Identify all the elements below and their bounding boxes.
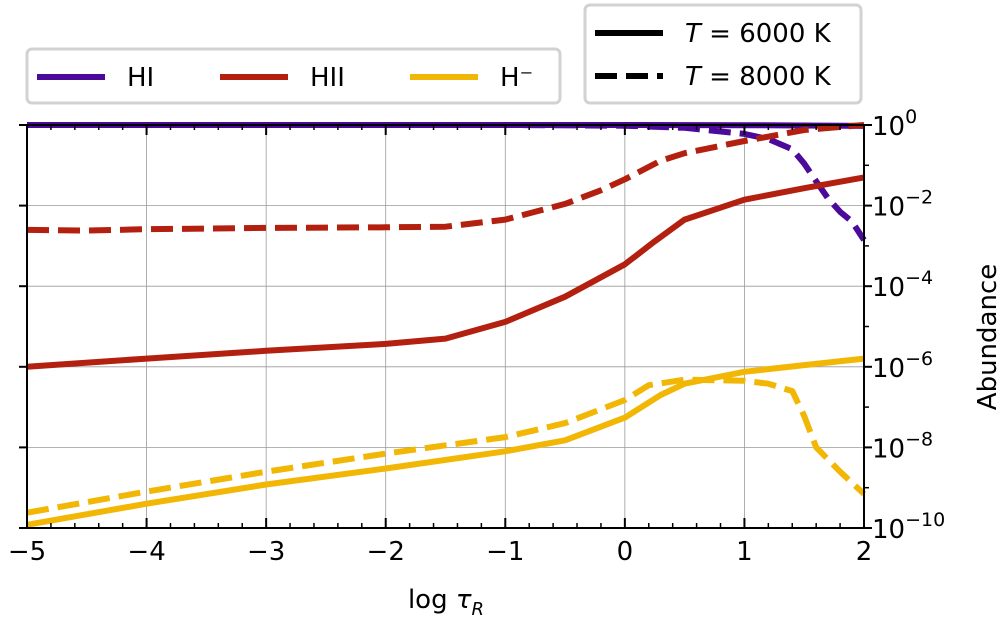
series-line [26, 122, 865, 234]
legend-temperature [583, 3, 863, 105]
x-tick-label: 0 [617, 537, 634, 567]
series-line [26, 355, 865, 528]
y-tick-label: 10−6 [872, 348, 933, 384]
y-tick-label: 10−4 [872, 267, 933, 303]
x-tick-label: 2 [856, 537, 873, 567]
y-tick-label: 100 [872, 106, 917, 142]
legend-species-label: HII [310, 63, 345, 93]
axes: −5 −4 −3 −2 −1 0 1 210−10 10−8 10−6 10−4 10−2 100 [8, 106, 945, 567]
legend-temperature-label: T = 6000 K [685, 19, 832, 49]
legend-temperature-label: T = 8000 K [685, 62, 832, 92]
legends: HI HII H⁻ T = 6000 K T = 8000 K [25, 3, 863, 105]
series-line [26, 174, 865, 370]
y-tick-label: 10−2 [872, 187, 933, 223]
y-axis-label: Abundance [973, 264, 1003, 410]
legend-species [25, 47, 562, 105]
x-tick-label: −1 [486, 537, 524, 567]
series-line [26, 376, 867, 516]
legend-species-label: HI [127, 63, 154, 93]
x-tick-label: −2 [367, 537, 405, 567]
x-tick-label: 1 [736, 537, 753, 567]
y-tick-label: 10−8 [872, 428, 933, 464]
x-tick-label: −4 [127, 537, 165, 567]
x-tick-label: −5 [8, 537, 46, 567]
y-tick-label: 10−10 [872, 509, 945, 545]
x-axis-label: log τR [408, 585, 484, 620]
x-tick-label: −3 [247, 537, 285, 567]
legend-species-label: H⁻ [500, 63, 533, 93]
